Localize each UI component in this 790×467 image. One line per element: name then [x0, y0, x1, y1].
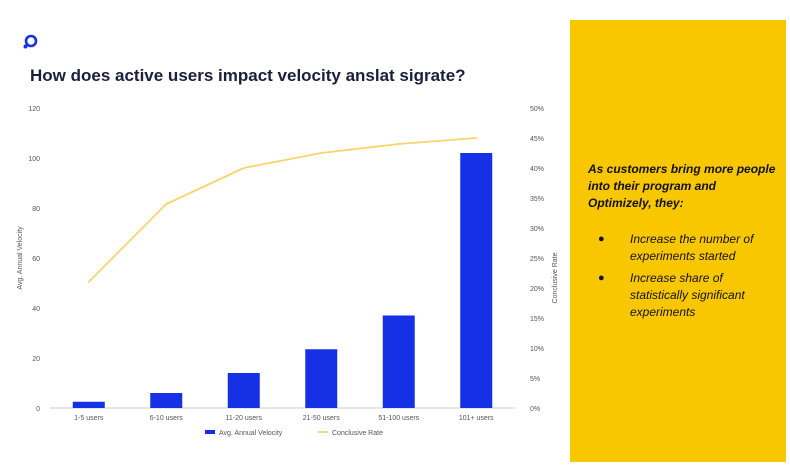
y-tick-label: 100 [28, 156, 40, 163]
list-item: ● Increase share of statistically signifi… [598, 270, 780, 321]
panel-heading: As customers bring more people into thei… [588, 162, 776, 210]
y2-tick-label: 25% [530, 256, 544, 263]
line-point [320, 152, 323, 154]
line-point [475, 137, 478, 139]
bar [305, 349, 338, 408]
line-point [87, 281, 90, 283]
bar [460, 153, 493, 408]
y2-tick-label: 50% [530, 106, 544, 113]
chart: 0 20 40 60 80 100 120 0% 5% 10% 15% 20% 25% 30% 35% 40%… [0, 95, 560, 450]
legend-swatch-bar [205, 430, 215, 434]
y2-tick-label: 15% [530, 316, 544, 323]
optimizely-logo-icon [22, 34, 38, 50]
list-item-text: Increase share of statistically signific… [630, 271, 745, 319]
bar [382, 315, 415, 408]
x-tick-label: 6-10 users [150, 415, 184, 422]
y-tick-label: 60 [32, 256, 40, 263]
conclusive-rate-line [88, 137, 477, 283]
list-item: ● Increase the number of experiments star… [598, 231, 780, 265]
legend-label: Avg. Annual Velocity [219, 430, 283, 437]
y2-tick-label: 5% [530, 376, 540, 383]
y2-tick-label: 45% [530, 136, 544, 143]
takeaway-list: ● Increase the number of experiments star… [598, 231, 780, 326]
x-tick-label: 21-50 users [303, 415, 340, 422]
legend-label: Conclusive Rate [332, 430, 383, 437]
x-tick-label: 1-5 users [74, 415, 104, 422]
y2-tick-label: 10% [530, 346, 544, 353]
y-tick-label: 40 [32, 306, 40, 313]
page-title: How does active users impact velocity an… [30, 66, 466, 85]
y-axis-title: Avg. Annual Velocity [17, 226, 24, 290]
bar [72, 401, 105, 408]
y2-axis-title: Conclusive Rate [552, 252, 559, 303]
y2-tick-label: 20% [530, 286, 544, 293]
bar [150, 393, 183, 408]
y2-tick-label: 0% [530, 406, 540, 413]
y-tick-label: 80 [32, 206, 40, 213]
x-tick-label: 11-20 users [226, 415, 263, 422]
x-tick-label: 51-100 users [378, 415, 419, 422]
line-point [242, 167, 245, 169]
takeaway-panel: As customers bring more people into thei… [570, 20, 786, 462]
y-tick-label: 20 [32, 356, 40, 363]
line-point [397, 143, 400, 145]
y2-tick-label: 40% [530, 166, 544, 173]
y2-tick-label: 30% [530, 226, 544, 233]
list-item-text: Increase the number of experiments start… [630, 232, 754, 263]
y-tick-label: 0 [36, 406, 40, 413]
combo-chart: 0 20 40 60 80 100 120 0% 5% 10% 15% 20% 25% 30% 35% 40%… [17, 106, 559, 437]
bullet-icon: ● [598, 233, 605, 245]
x-tick-label: 101+ users [459, 415, 494, 422]
y-tick-label: 120 [28, 106, 40, 113]
y2-tick-label: 35% [530, 196, 544, 203]
bar [227, 373, 260, 408]
bullet-icon: ● [598, 272, 605, 284]
line-point [165, 203, 168, 205]
